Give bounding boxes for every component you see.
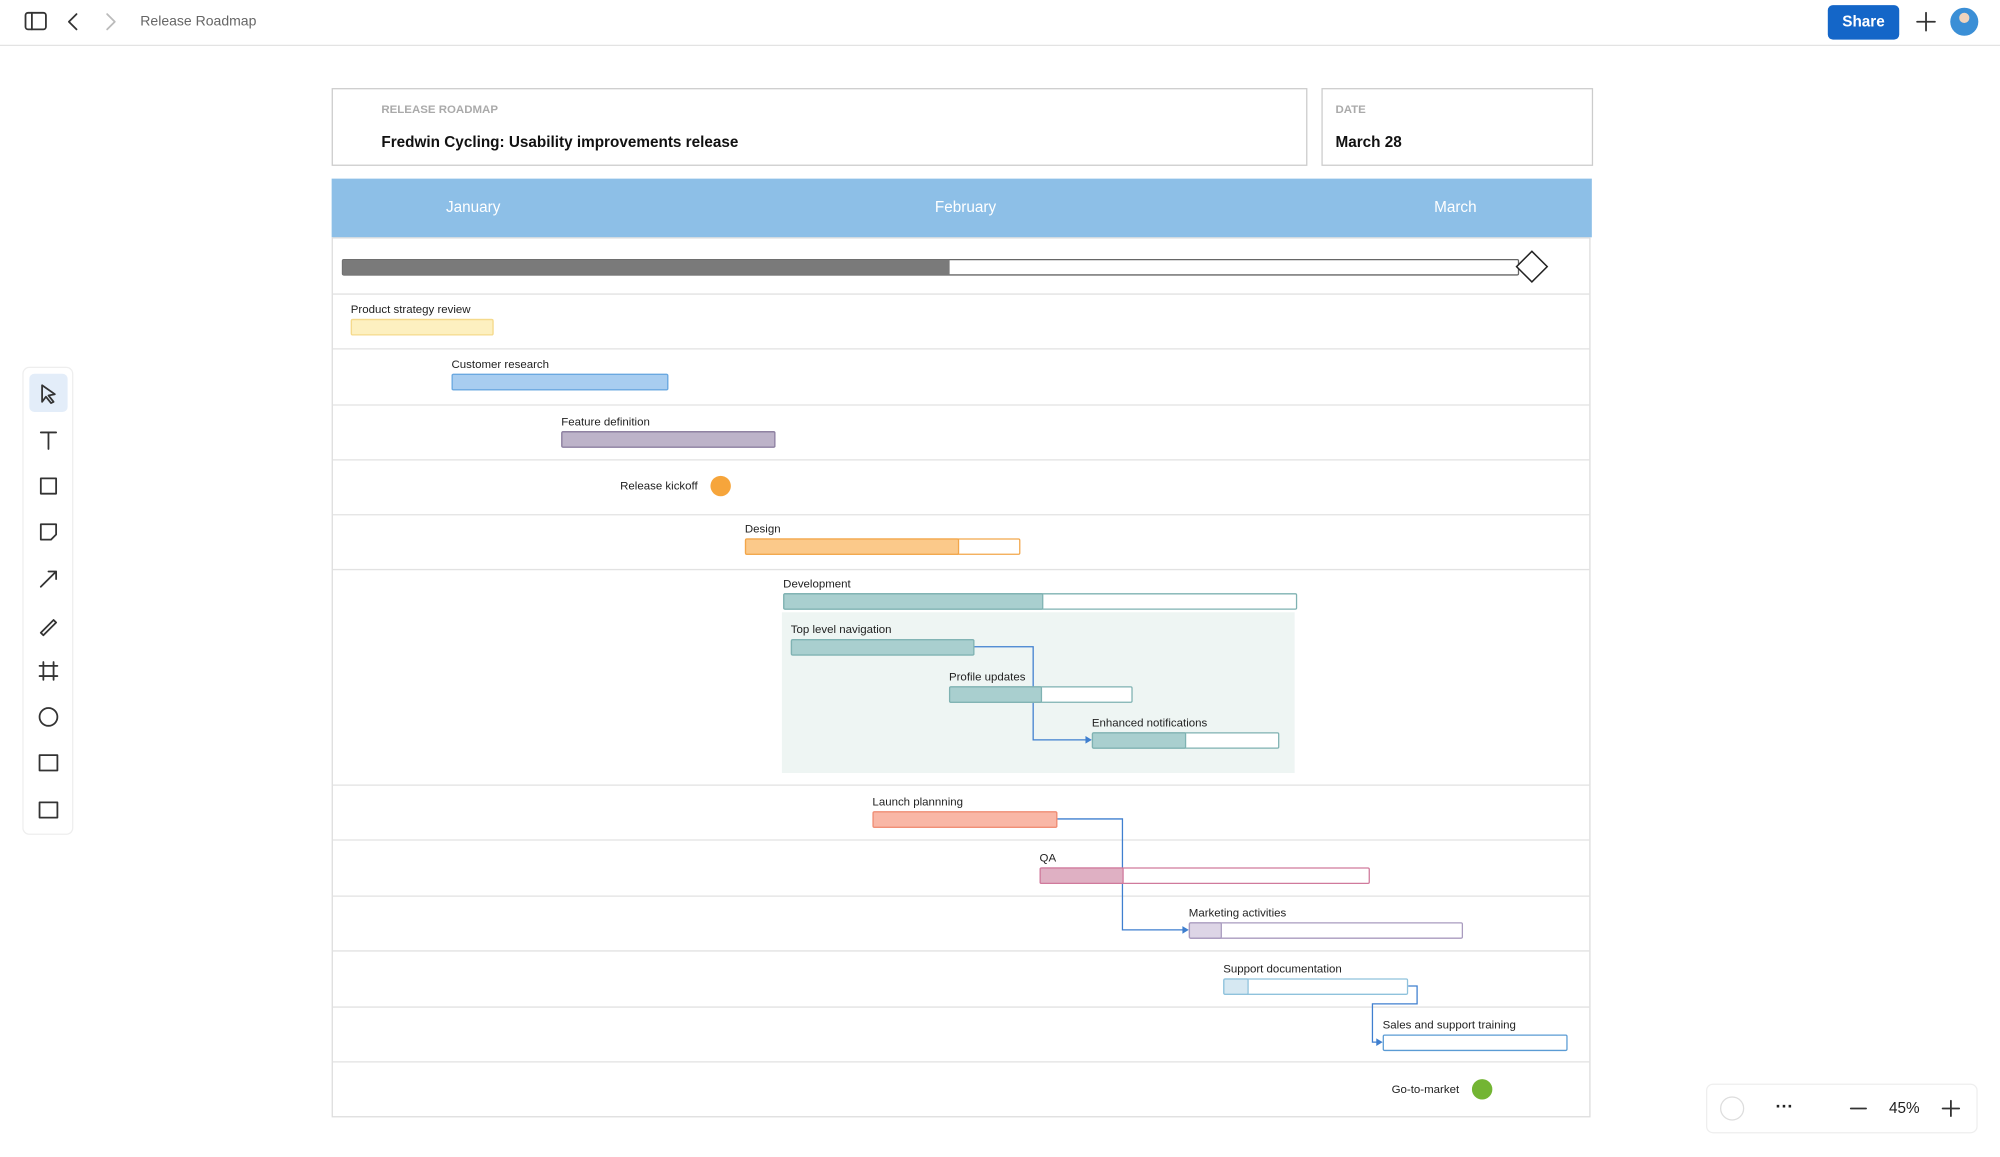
task-label: Enhanced notifications bbox=[1092, 717, 1208, 729]
task-bar[interactable] bbox=[1223, 978, 1409, 995]
share-label[interactable]: Share bbox=[1842, 13, 1885, 30]
month-label: March bbox=[1434, 199, 1477, 216]
milestone[interactable] bbox=[1471, 1079, 1493, 1100]
top-bar bbox=[0, 0, 2000, 45]
line-tool[interactable] bbox=[39, 570, 58, 588]
zoom-in[interactable] bbox=[1941, 1099, 1961, 1118]
header-box bbox=[331, 88, 1308, 166]
task-label: Profile updates bbox=[949, 671, 1026, 683]
frame-tool[interactable] bbox=[38, 661, 59, 681]
document-title: Release Roadmap bbox=[140, 12, 256, 28]
emoji-tool[interactable] bbox=[38, 707, 59, 727]
month-label: February bbox=[935, 199, 997, 216]
month-label: January bbox=[446, 199, 501, 216]
milestone-label: Go-to-market bbox=[1392, 1084, 1460, 1096]
task-label: Launch plannning bbox=[872, 796, 963, 808]
task-label: Feature definition bbox=[561, 416, 650, 428]
task-bar[interactable] bbox=[1382, 1034, 1568, 1052]
task-progress bbox=[872, 811, 1058, 828]
date-value: March 28 bbox=[1335, 134, 1402, 151]
task-progress bbox=[783, 593, 1044, 610]
final-milestone bbox=[1515, 250, 1549, 284]
task-progress bbox=[350, 318, 494, 336]
task-progress bbox=[1091, 732, 1187, 749]
table-tool[interactable] bbox=[38, 801, 59, 819]
more-button[interactable]: ··· bbox=[1776, 1096, 1794, 1116]
task-label: QA bbox=[1040, 853, 1057, 865]
task-progress bbox=[1039, 867, 1124, 884]
arrowheads bbox=[1085, 736, 1383, 1046]
color-button[interactable] bbox=[1720, 1096, 1745, 1121]
task-label: Top level navigation bbox=[791, 624, 892, 636]
tool-selected bbox=[29, 373, 68, 413]
date-label: DATE bbox=[1335, 104, 1366, 116]
pen-tool[interactable] bbox=[39, 619, 58, 637]
share-button[interactable] bbox=[1827, 5, 1900, 40]
avatar-face bbox=[1959, 12, 1970, 24]
arrowhead bbox=[1376, 1038, 1383, 1046]
milestone-label: Release kickoff bbox=[620, 481, 698, 493]
task-label: Design bbox=[745, 523, 781, 535]
header-label: RELEASE ROADMAP bbox=[381, 104, 498, 116]
sidebar-toggle[interactable] bbox=[24, 11, 47, 31]
task-label: Development bbox=[783, 578, 851, 590]
sticky-tool[interactable] bbox=[39, 523, 58, 541]
dependency bbox=[1371, 985, 1418, 1043]
add-button[interactable] bbox=[1916, 11, 1936, 32]
task-progress bbox=[561, 431, 776, 448]
task-progress bbox=[744, 538, 960, 555]
select-tool[interactable] bbox=[41, 384, 56, 405]
arrowhead bbox=[1085, 736, 1092, 744]
zoom-level: 45% bbox=[1889, 1100, 1920, 1117]
arrowhead bbox=[1182, 926, 1189, 934]
text-tool[interactable] bbox=[39, 431, 58, 450]
date-box bbox=[1321, 88, 1594, 166]
tool-palette bbox=[22, 366, 74, 835]
month-header bbox=[331, 178, 1592, 238]
task-progress bbox=[948, 686, 1043, 703]
task-progress bbox=[451, 373, 669, 391]
task-progress bbox=[1188, 922, 1222, 939]
task-label: Marketing activities bbox=[1189, 907, 1287, 919]
zoom-bar bbox=[1705, 1083, 1978, 1134]
task-progress bbox=[1223, 978, 1249, 995]
forward-button[interactable] bbox=[106, 13, 116, 31]
back-button[interactable] bbox=[67, 13, 78, 31]
task-progress bbox=[790, 639, 975, 656]
task-label: Sales and support training bbox=[1383, 1020, 1516, 1032]
image-tool[interactable] bbox=[38, 754, 59, 772]
overall-progress bbox=[342, 259, 950, 275]
shape-tool[interactable] bbox=[39, 477, 58, 495]
task-bar[interactable] bbox=[1188, 922, 1464, 939]
header-title: Fredwin Cycling: Usability improvements … bbox=[381, 134, 738, 151]
milestone[interactable] bbox=[710, 475, 731, 497]
task-label: Support documentation bbox=[1223, 963, 1342, 975]
task-label: Product strategy review bbox=[351, 304, 472, 316]
task-label: Customer research bbox=[452, 359, 550, 371]
